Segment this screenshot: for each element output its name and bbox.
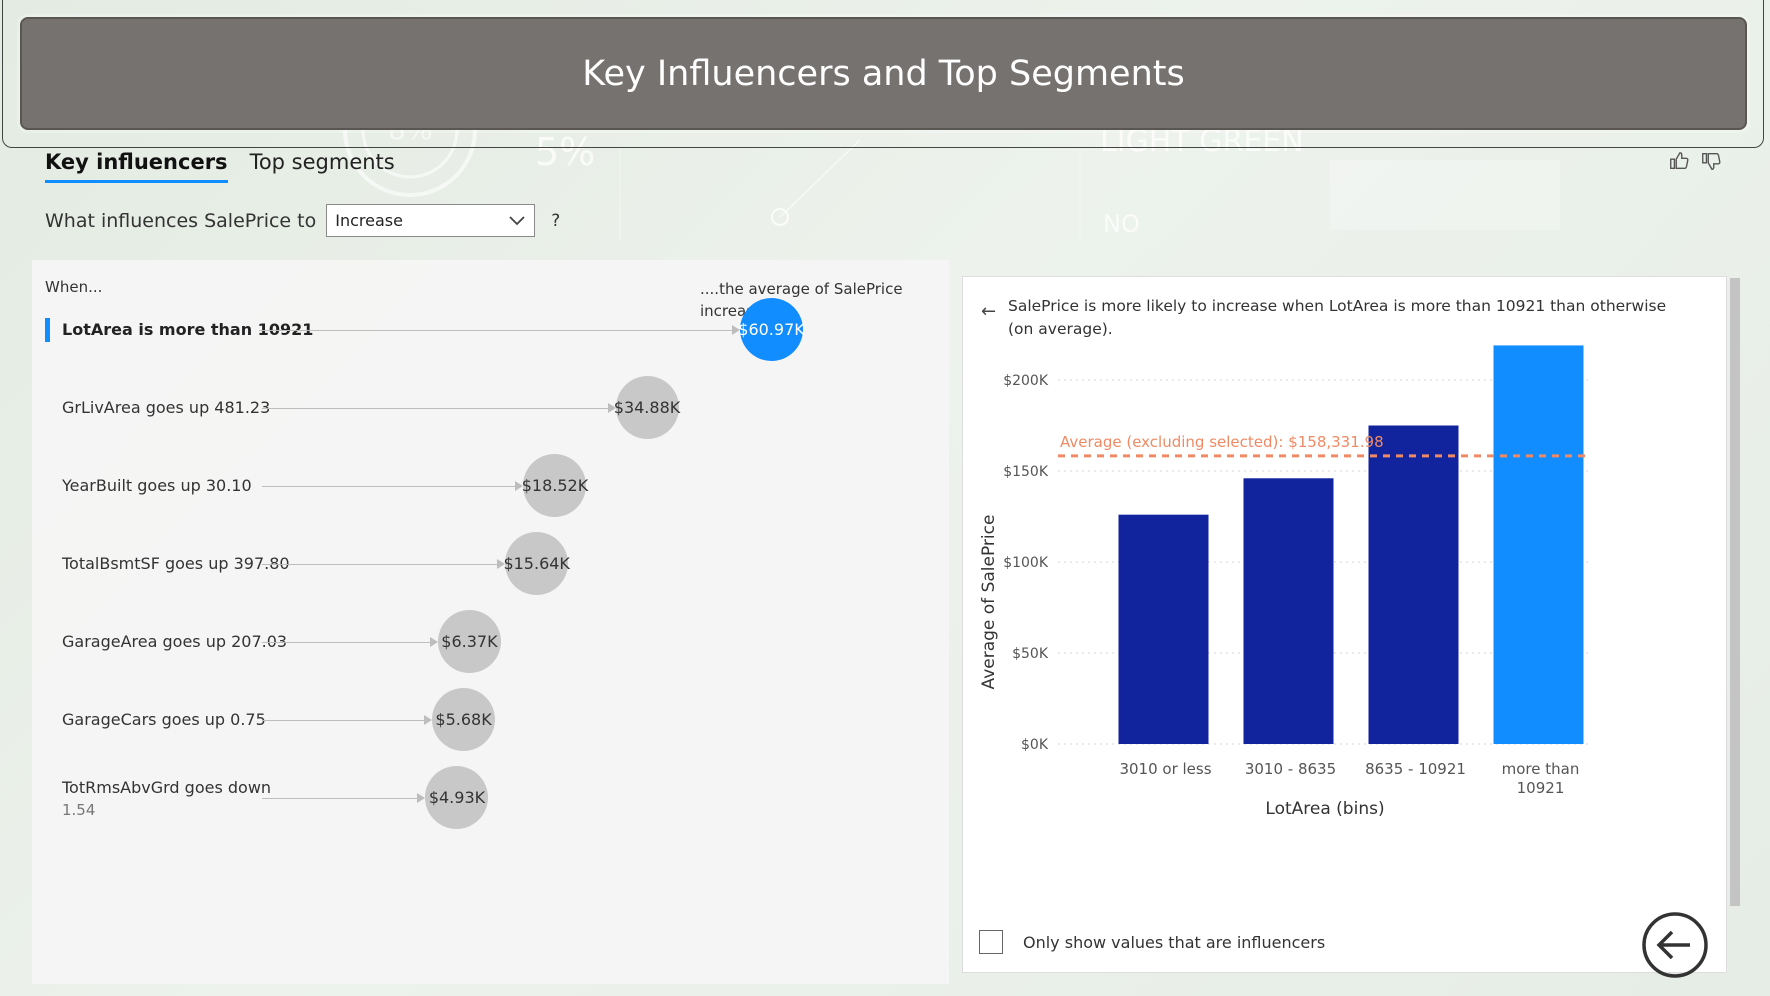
influencer-value-bubble[interactable]: $5.68K — [432, 688, 496, 751]
influencer-arrow — [515, 481, 524, 491]
question-prefix: What influences SalePrice to — [45, 209, 317, 232]
influencer-value-bubble[interactable]: $60.97K — [738, 298, 805, 361]
influencer-line — [262, 798, 424, 799]
y-tick-label: $100K — [1003, 555, 1049, 571]
x-tick-label: 10921 — [1517, 779, 1565, 797]
thumbs-up-icon[interactable] — [1668, 150, 1690, 172]
influencer-arrow — [429, 637, 438, 647]
column-header-increase-line1: ....the average of SalePrice — [700, 280, 903, 298]
outcome-dropdown[interactable]: Increase — [326, 204, 536, 237]
chart-bar — [1243, 478, 1334, 744]
influencer-row[interactable]: TotalBsmtSF goes up 397.80 $15.64K — [32, 520, 949, 608]
reference-line-label: Average (excluding selected): $158,331.9… — [1060, 433, 1384, 451]
influencer-filter-row: Only show values that are influencers — [979, 930, 1325, 954]
influencer-line — [262, 564, 504, 565]
influencer-line — [262, 486, 522, 487]
y-tick-label: $200K — [1003, 373, 1049, 389]
visual-tabs: Key influencers Top segments — [45, 150, 395, 183]
influencer-label-text: LotArea is more than 10921 — [62, 320, 314, 339]
x-tick-label: more than — [1502, 760, 1580, 778]
influencer-row[interactable]: LotArea is more than 10921 $60.97K — [32, 286, 949, 374]
selected-indicator — [45, 318, 50, 342]
influencer-line — [262, 408, 614, 409]
influencer-arrow — [417, 793, 426, 803]
navigate-back-icon[interactable] — [1640, 910, 1710, 980]
back-arrow-icon[interactable]: ← — [981, 301, 997, 322]
only-influencers-label: Only show values that are influencers — [1023, 932, 1326, 952]
question-mark: ? — [551, 210, 561, 231]
tab-top-segments[interactable]: Top segments — [249, 150, 395, 174]
influencer-value-bubble[interactable]: $15.64K — [503, 532, 570, 595]
x-tick-label: 3010 or less — [1119, 760, 1211, 778]
influencer-line — [259, 330, 738, 331]
influencer-label-text: TotalBsmtSF goes up 397.80 — [62, 554, 290, 573]
influencer-value-bubble[interactable]: $6.37K — [437, 610, 501, 673]
influencer-question: What influences SalePrice to Increase ? — [45, 204, 560, 237]
y-tick-label: $0K — [1021, 737, 1049, 753]
influencer-label: TotalBsmtSF goes up 397.80 — [62, 553, 290, 575]
influencer-label: LotArea is more than 10921 — [62, 319, 313, 341]
influencer-value-bubble[interactable]: $34.88K — [614, 376, 680, 439]
influencer-line — [262, 720, 431, 721]
outcome-dropdown-value: Increase — [335, 211, 403, 230]
influencer-explanation: SalePrice is more likely to increase whe… — [1008, 297, 1667, 338]
chart-bar — [1493, 345, 1584, 744]
chart-bar — [1368, 425, 1459, 744]
column-header-when: When... — [45, 278, 103, 296]
influencer-label: TotRmsAbvGrd goes down 1.54 — [62, 777, 271, 821]
influencer-row[interactable]: GarageCars goes up 0.75 $5.68K — [32, 676, 949, 764]
thumbs-down-icon[interactable] — [1700, 150, 1722, 172]
report-title: Key Influencers and Top Segments — [582, 53, 1185, 94]
chart-bar — [1118, 514, 1209, 744]
influencer-label-text: YearBuilt goes up 30.10 — [62, 476, 252, 495]
influencer-row[interactable]: GarageArea goes up 207.03 $6.37K — [32, 598, 949, 686]
influencer-arrow — [607, 403, 616, 413]
report-header: Key Influencers and Top Segments — [20, 17, 1747, 130]
influencer-label: YearBuilt goes up 30.10 — [62, 475, 252, 497]
y-axis-title: Average of SalePrice — [979, 515, 999, 690]
only-influencers-checkbox[interactable] — [979, 930, 1003, 954]
influencers-list-panel: When... ....the average of SalePrice inc… — [32, 260, 949, 984]
influencer-label-text: TotRmsAbvGrd goes down — [62, 778, 272, 797]
influencer-label-sub: 1.54 — [62, 801, 96, 819]
background-deco-shapes — [343, 63, 1560, 240]
background-deco-percent-small: 5% — [535, 130, 596, 174]
influencer-label-text: GrLivArea goes up 481.23 — [62, 398, 271, 417]
influencer-value-bubble[interactable]: $4.93K — [425, 766, 489, 829]
x-tick-label: 8635 - 10921 — [1365, 760, 1466, 778]
x-axis-title: LotArea (bins) — [1265, 799, 1384, 819]
background-deco-no: NO — [1103, 210, 1140, 238]
influencer-arrow — [497, 559, 506, 569]
influencer-label: GarageCars goes up 0.75 — [62, 709, 266, 731]
influencer-detail-panel: ← SalePrice is more likely to increase w… — [962, 276, 1727, 973]
influencer-arrow — [732, 325, 740, 335]
influencer-line — [262, 642, 436, 643]
influencer-label-text: GarageCars goes up 0.75 — [62, 710, 266, 729]
influencer-label-text: GarageArea goes up 207.03 — [62, 632, 288, 651]
detail-bar-chart: $0K $50K $100K $150K $200K 3010 or less 3010 -… — [979, 345, 1588, 819]
y-tick-label: $150K — [1003, 464, 1049, 480]
influencer-value-bubble[interactable]: $18.52K — [522, 454, 588, 517]
influencer-label: GarageArea goes up 207.03 — [62, 631, 287, 653]
tab-key-influencers[interactable]: Key influencers — [45, 150, 228, 183]
x-tick-label: 3010 - 8635 — [1245, 760, 1336, 778]
y-tick-label: $50K — [1012, 646, 1049, 662]
feedback-buttons — [1668, 150, 1722, 172]
influencer-row[interactable]: GrLivArea goes up 481.23 $34.88K — [32, 364, 949, 452]
detail-panel-scrollbar[interactable] — [1730, 278, 1740, 906]
chevron-down-icon — [509, 215, 525, 225]
influencer-arrow — [424, 715, 433, 725]
influencer-row[interactable]: YearBuilt goes up 30.10 $18.52K — [32, 442, 949, 530]
influencer-row[interactable]: TotRmsAbvGrd goes down 1.54 $4.93K — [32, 754, 949, 842]
influencer-label: GrLivArea goes up 481.23 — [62, 397, 270, 419]
